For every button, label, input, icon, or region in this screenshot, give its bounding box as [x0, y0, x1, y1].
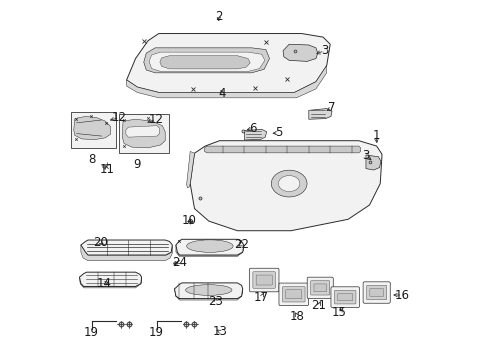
- Polygon shape: [176, 239, 244, 255]
- FancyBboxPatch shape: [313, 284, 326, 292]
- Polygon shape: [143, 48, 269, 73]
- Polygon shape: [186, 152, 194, 188]
- Text: 7: 7: [327, 102, 335, 114]
- FancyBboxPatch shape: [334, 291, 355, 304]
- FancyBboxPatch shape: [306, 277, 333, 298]
- Text: 19: 19: [84, 327, 99, 339]
- Polygon shape: [80, 272, 142, 287]
- Text: 3: 3: [320, 44, 327, 57]
- Text: 15: 15: [331, 306, 346, 319]
- Polygon shape: [81, 245, 172, 261]
- Polygon shape: [308, 109, 331, 119]
- FancyBboxPatch shape: [282, 287, 305, 302]
- Polygon shape: [149, 52, 264, 71]
- Text: 17: 17: [254, 291, 268, 304]
- FancyBboxPatch shape: [249, 268, 278, 292]
- Polygon shape: [283, 44, 317, 62]
- Ellipse shape: [271, 170, 306, 197]
- Text: 19: 19: [148, 327, 163, 339]
- FancyBboxPatch shape: [278, 283, 308, 306]
- FancyBboxPatch shape: [369, 289, 383, 296]
- FancyBboxPatch shape: [285, 290, 301, 299]
- Polygon shape: [176, 245, 244, 256]
- Polygon shape: [174, 289, 242, 300]
- Ellipse shape: [278, 176, 299, 192]
- Text: 18: 18: [289, 310, 304, 323]
- FancyBboxPatch shape: [252, 272, 275, 288]
- Text: 9: 9: [133, 158, 141, 171]
- FancyBboxPatch shape: [256, 275, 272, 285]
- Text: 24: 24: [172, 256, 186, 269]
- Text: 14: 14: [97, 277, 112, 290]
- Polygon shape: [71, 112, 116, 148]
- FancyBboxPatch shape: [363, 282, 389, 303]
- Text: 2: 2: [215, 10, 222, 23]
- Text: 20: 20: [93, 236, 108, 249]
- Text: 8: 8: [88, 153, 95, 166]
- Text: 6: 6: [249, 122, 256, 135]
- Text: 23: 23: [208, 295, 223, 308]
- Polygon shape: [81, 240, 172, 255]
- Polygon shape: [204, 146, 360, 153]
- Polygon shape: [80, 277, 142, 288]
- FancyBboxPatch shape: [366, 285, 386, 300]
- Polygon shape: [122, 119, 165, 148]
- Polygon shape: [160, 56, 250, 69]
- Text: 5: 5: [275, 126, 282, 139]
- Text: 12: 12: [112, 111, 127, 124]
- Polygon shape: [125, 126, 159, 137]
- Polygon shape: [126, 66, 326, 98]
- Text: 11: 11: [99, 163, 114, 176]
- Polygon shape: [365, 155, 380, 170]
- FancyBboxPatch shape: [337, 294, 352, 301]
- Text: 16: 16: [394, 288, 409, 302]
- Polygon shape: [244, 129, 266, 140]
- Polygon shape: [174, 283, 242, 298]
- Polygon shape: [74, 116, 110, 140]
- Text: 12: 12: [148, 113, 163, 126]
- Text: 22: 22: [234, 238, 248, 251]
- Text: 21: 21: [311, 299, 325, 312]
- Text: 10: 10: [181, 213, 196, 226]
- FancyBboxPatch shape: [330, 287, 359, 307]
- Text: 13: 13: [212, 325, 227, 338]
- Polygon shape: [190, 141, 381, 231]
- Text: 1: 1: [371, 129, 379, 142]
- FancyBboxPatch shape: [310, 281, 329, 295]
- Polygon shape: [119, 114, 169, 153]
- Text: 3: 3: [362, 149, 369, 162]
- Ellipse shape: [186, 240, 233, 252]
- Ellipse shape: [185, 285, 231, 296]
- Polygon shape: [126, 33, 329, 93]
- Text: 4: 4: [218, 87, 225, 100]
